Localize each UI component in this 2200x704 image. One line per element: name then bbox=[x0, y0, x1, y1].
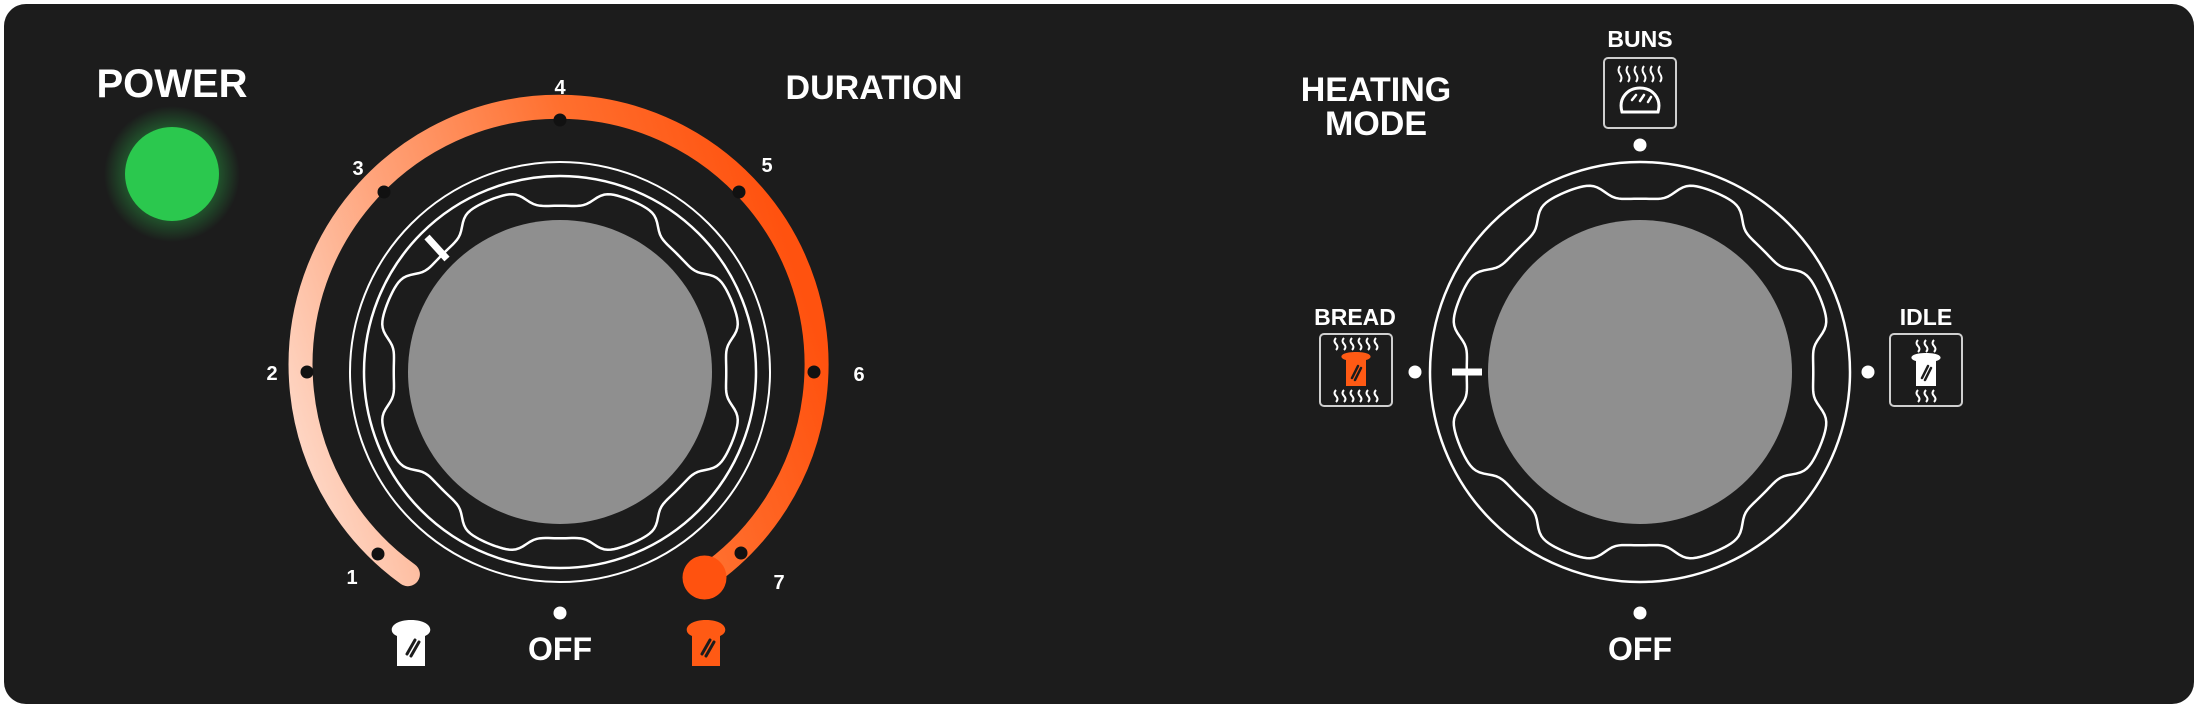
duration-scale-arc bbox=[288, 94, 829, 600]
mode-idle-label: IDLE bbox=[1900, 304, 1952, 330]
heating-mode-off-dot bbox=[1633, 606, 1647, 620]
idle-icon bbox=[1911, 339, 1941, 403]
duration-off-label: OFF bbox=[528, 631, 592, 667]
heating-mode-knob-face[interactable] bbox=[1488, 220, 1792, 524]
mode-buns-label: BUNS bbox=[1607, 26, 1672, 52]
duration-label: DURATION bbox=[786, 69, 963, 107]
duration-mark-2: 2 bbox=[266, 363, 277, 385]
duration-off-dot bbox=[553, 606, 567, 620]
duration-knob-pointer bbox=[424, 234, 450, 262]
mode-idle-dot bbox=[1861, 365, 1875, 379]
heating-mode-label-line2: MODE bbox=[1325, 105, 1427, 143]
toast-light-icon bbox=[391, 620, 431, 666]
mode-idle-button[interactable] bbox=[1889, 333, 1963, 407]
mode-bread-dot bbox=[1408, 365, 1422, 379]
mode-bread-button[interactable] bbox=[1319, 333, 1393, 407]
bread-both-sides-icon bbox=[1333, 337, 1379, 403]
duration-scale-numbers: 1 2 3 4 5 6 7 bbox=[266, 77, 864, 594]
toaster-control-panel: POWER DURATION 1 2 3 4 5 6 7 OFF bbox=[4, 4, 2194, 704]
duration-mark-5: 5 bbox=[761, 155, 772, 177]
duration-mark-4: 4 bbox=[554, 77, 566, 99]
mode-buns-dot bbox=[1633, 138, 1647, 152]
duration-mark-6: 6 bbox=[853, 364, 864, 386]
mode-bread-label: BREAD bbox=[1314, 304, 1396, 330]
mode-buns-button[interactable] bbox=[1603, 57, 1677, 129]
duration-knob-face[interactable] bbox=[408, 220, 712, 524]
duration-tick-dots bbox=[300, 113, 821, 561]
duration-mark-3: 3 bbox=[352, 158, 363, 180]
duration-mark-7: 7 bbox=[773, 572, 784, 594]
heating-mode-label-line1: HEATING bbox=[1301, 71, 1451, 109]
buns-icon bbox=[1617, 65, 1663, 114]
power-label: POWER bbox=[96, 62, 247, 106]
heating-mode-off-label: OFF bbox=[1608, 631, 1672, 667]
heating-mode-knob[interactable] bbox=[1428, 160, 1852, 584]
duration-mark-1: 1 bbox=[346, 567, 357, 589]
power-indicator-light bbox=[125, 127, 219, 221]
toast-dark-icon bbox=[686, 620, 726, 666]
duration-knob[interactable] bbox=[349, 161, 771, 583]
